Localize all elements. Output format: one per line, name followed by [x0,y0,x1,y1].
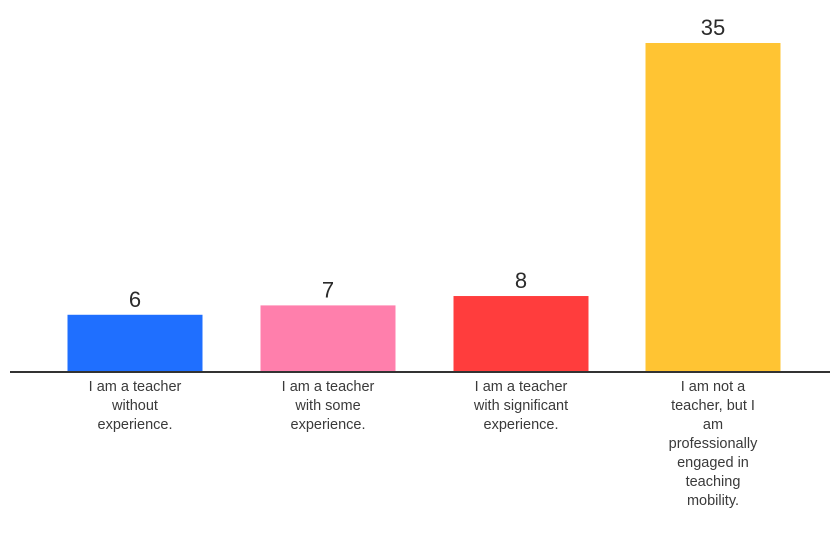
category-label-4-line-7: mobility. [687,493,739,509]
value-label-2: 7 [322,277,334,302]
category-label-1: I am a teacher without experience. [89,379,182,433]
category-label-4-line-3: am [703,417,723,433]
category-label-3-line-3: experience. [484,417,559,433]
category-label-2-line-3: experience. [291,417,366,433]
category-label-4-line-6: teaching [686,474,741,490]
bar-4 [645,43,781,371]
category-label-4-line-1: I am not a [681,379,746,395]
bar-1 [67,314,203,371]
category-label-2: I am a teacher with some experience. [282,379,375,433]
category-label-2-line-1: I am a teacher [282,379,375,395]
bars-layer [67,43,781,371]
category-label-1-line-1: I am a teacher [89,379,182,395]
bar-2 [260,305,396,371]
category-label-1-line-3: experience. [98,417,173,433]
category-label-4: I am not a teacher, but I am professionally… [669,379,758,509]
category-label-3: I am a teacher with significant experience… [473,379,568,433]
category-label-1-line-2: without [111,398,158,414]
category-label-2-line-2: with some [294,398,360,414]
category-label-4-line-5: engaged in [677,455,749,471]
category-label-3-line-1: I am a teacher [475,379,568,395]
category-label-4-line-2: teacher, but I [671,398,755,414]
value-label-3: 8 [515,268,527,293]
value-label-4: 35 [701,15,725,40]
category-label-3-line-2: with significant [473,398,568,414]
category-label-4-line-4: professionally [669,436,758,452]
value-labels-layer: 6 7 8 35 [129,15,725,312]
value-label-1: 6 [129,287,141,312]
bar-3 [453,296,589,371]
category-labels-layer: I am a teacher without experience.I am a t… [89,379,758,509]
